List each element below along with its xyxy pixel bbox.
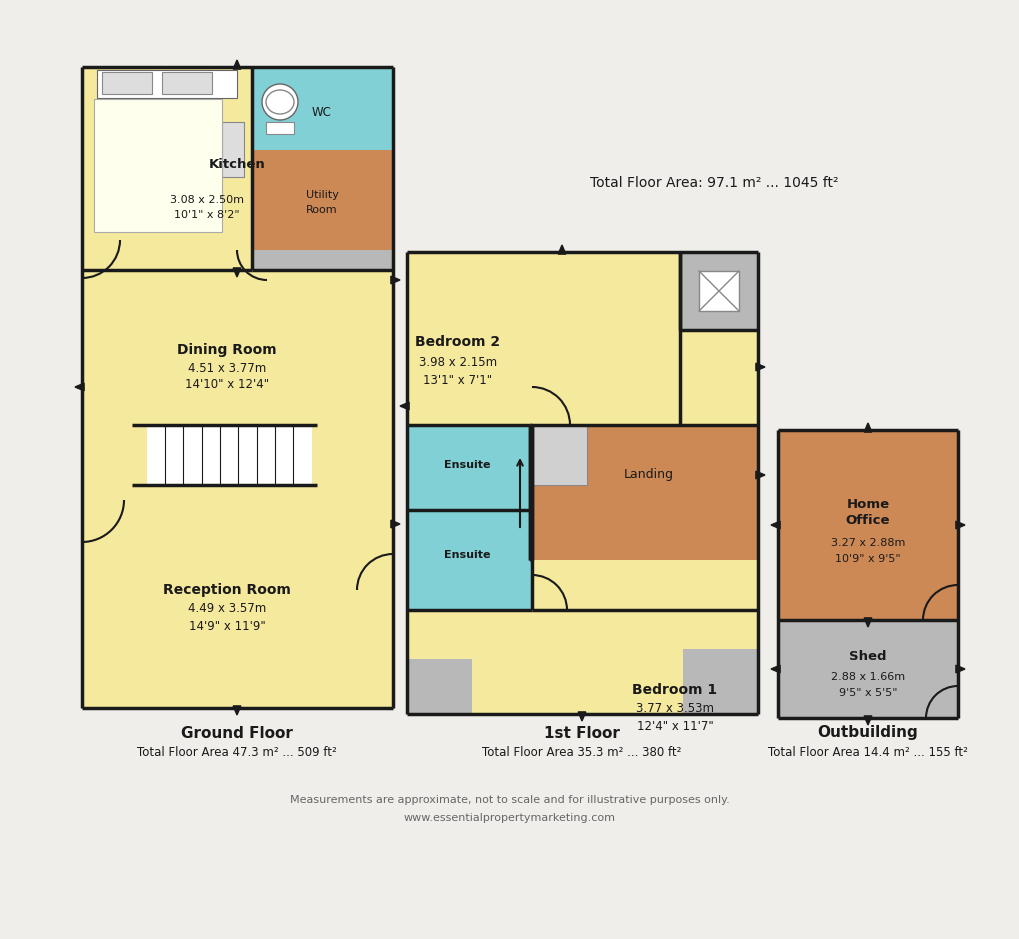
Bar: [532, 425, 586, 485]
Bar: [147, 425, 312, 485]
Bar: [532, 425, 586, 485]
Text: Ensuite: Ensuite: [443, 460, 490, 470]
Ellipse shape: [266, 90, 293, 114]
Polygon shape: [755, 471, 764, 479]
Polygon shape: [557, 245, 566, 254]
Bar: [94, 99, 222, 232]
Polygon shape: [770, 665, 780, 673]
Text: Measurements are approximate, not to scale and for illustrative purposes only.: Measurements are approximate, not to sca…: [289, 795, 730, 805]
Text: Kitchen: Kitchen: [209, 158, 265, 171]
Bar: [530, 425, 757, 560]
Polygon shape: [75, 383, 84, 391]
Bar: [252, 150, 392, 250]
Text: Bedroom 2: Bedroom 2: [415, 335, 500, 349]
Text: Ground Floor: Ground Floor: [181, 726, 292, 741]
Bar: [698, 271, 739, 311]
Text: Home: Home: [846, 499, 889, 512]
Bar: [252, 250, 392, 270]
Text: Total Floor Area 14.4 m² ... 155 ft²: Total Floor Area 14.4 m² ... 155 ft²: [767, 746, 967, 759]
Polygon shape: [863, 716, 871, 725]
Text: 3.77 x 3.53m: 3.77 x 3.53m: [636, 702, 713, 716]
Bar: [680, 252, 757, 330]
Text: 4.51 x 3.77m: 4.51 x 3.77m: [187, 362, 266, 375]
Polygon shape: [863, 423, 871, 432]
Text: Landing: Landing: [624, 469, 674, 482]
Bar: [530, 425, 532, 560]
Polygon shape: [233, 268, 240, 277]
Bar: [407, 252, 757, 714]
Circle shape: [262, 84, 298, 120]
Text: 12'4" x 11'7": 12'4" x 11'7": [636, 719, 712, 732]
Text: 14'9" x 11'9": 14'9" x 11'9": [189, 620, 265, 633]
Text: 2.88 x 1.66m: 2.88 x 1.66m: [830, 672, 904, 682]
Text: Room: Room: [306, 205, 337, 215]
Text: 3.98 x 2.15m: 3.98 x 2.15m: [419, 356, 496, 368]
Polygon shape: [578, 712, 585, 721]
Text: 10'9" x 9'5": 10'9" x 9'5": [835, 554, 900, 564]
Text: Total Floor Area: 97.1 m² ... 1045 ft²: Total Floor Area: 97.1 m² ... 1045 ft²: [589, 176, 838, 190]
Bar: [97, 70, 236, 98]
Text: 13'1" x 7'1": 13'1" x 7'1": [423, 374, 492, 387]
Polygon shape: [755, 363, 764, 371]
Bar: [407, 425, 532, 510]
Text: 4.49 x 3.57m: 4.49 x 3.57m: [187, 603, 266, 615]
Bar: [407, 659, 472, 714]
Polygon shape: [955, 665, 964, 673]
Bar: [97, 70, 236, 98]
Bar: [266, 122, 293, 134]
Bar: [162, 72, 212, 94]
Polygon shape: [233, 60, 240, 69]
Text: Shed: Shed: [849, 651, 886, 664]
Text: Reception Room: Reception Room: [163, 583, 290, 597]
Bar: [252, 67, 392, 150]
Text: Outbuilding: Outbuilding: [817, 726, 917, 741]
Text: WC: WC: [312, 106, 331, 119]
Polygon shape: [399, 402, 409, 409]
Bar: [777, 430, 957, 620]
Text: 14'10" x 12'4": 14'10" x 12'4": [184, 377, 269, 391]
Text: 1st Floor: 1st Floor: [543, 726, 620, 741]
Text: Bedroom 1: Bedroom 1: [632, 683, 716, 697]
Bar: [102, 72, 152, 94]
Text: Utility: Utility: [306, 190, 338, 200]
Text: Dining Room: Dining Room: [177, 343, 276, 357]
Bar: [683, 649, 757, 714]
Polygon shape: [233, 706, 240, 715]
Bar: [82, 67, 392, 708]
Polygon shape: [955, 521, 964, 529]
Text: Office: Office: [845, 515, 890, 528]
Text: Total Floor Area 35.3 m² ... 380 ft²: Total Floor Area 35.3 m² ... 380 ft²: [482, 746, 681, 759]
Polygon shape: [390, 276, 399, 284]
Bar: [407, 510, 532, 610]
Text: 3.27 x 2.88m: 3.27 x 2.88m: [830, 538, 904, 548]
Bar: [777, 620, 957, 718]
Text: 9'5" x 5'5": 9'5" x 5'5": [838, 688, 897, 698]
Text: 3.08 x 2.50m: 3.08 x 2.50m: [170, 195, 244, 205]
Polygon shape: [863, 618, 871, 627]
Text: Ensuite: Ensuite: [443, 550, 490, 560]
Text: Total Floor Area 47.3 m² ... 509 ft²: Total Floor Area 47.3 m² ... 509 ft²: [137, 746, 336, 759]
Polygon shape: [390, 520, 399, 528]
Bar: [222, 122, 244, 177]
Polygon shape: [770, 521, 780, 529]
Text: www.essentialpropertymarketing.com: www.essentialpropertymarketing.com: [404, 813, 615, 823]
Text: 10'1" x 8'2": 10'1" x 8'2": [174, 210, 239, 220]
